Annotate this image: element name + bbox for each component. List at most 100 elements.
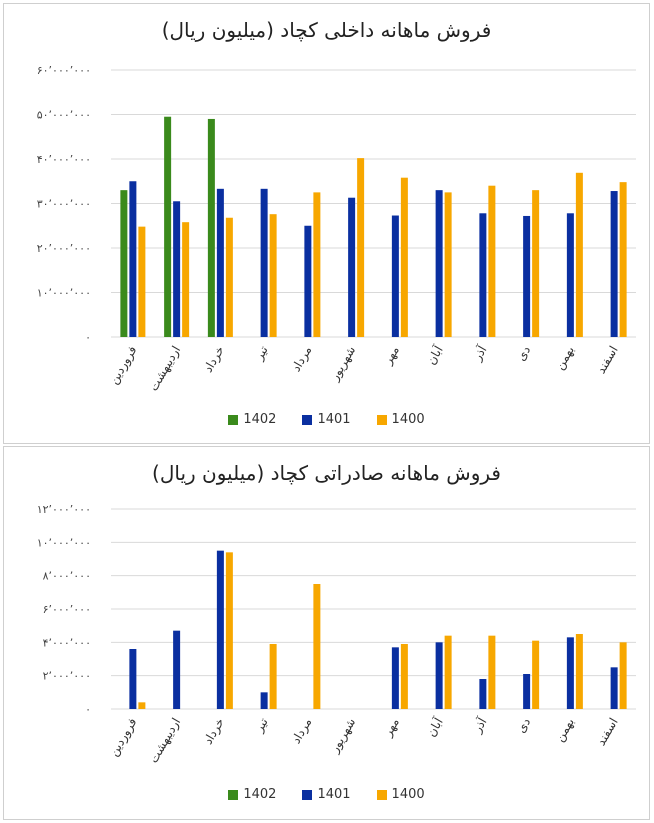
domestic-sales-chart-panel: فروش ماهانه داخلی کچاد (میلیون ریال) ۰ ۱۰…: [3, 3, 650, 444]
x-category-label: اسفند: [594, 716, 621, 748]
bar-1401: [523, 215, 531, 337]
x-category-label: مرداد: [289, 344, 316, 375]
y-tick-label: ۴٬۰۰۰٬۰۰۰: [43, 636, 91, 649]
legend-label: 1401: [317, 787, 351, 802]
bar-1401: [435, 190, 443, 337]
x-category-label: مهر: [380, 716, 403, 740]
chart-title: فروش ماهانه داخلی کچاد (میلیون ریال): [161, 18, 492, 42]
legend-swatch-1401: [302, 414, 313, 425]
x-category-label: اردیبهشت: [146, 344, 184, 394]
y-tick-label: ۰: [85, 331, 91, 344]
x-category-label: بهمن: [552, 716, 577, 745]
bar-1401: [435, 642, 443, 709]
x-category-label: مهر: [380, 344, 403, 368]
legend-item-1402: 1402: [228, 787, 276, 802]
bar-1401: [479, 679, 487, 709]
legend-swatch-1401: [302, 789, 313, 800]
x-category-label: خرداد: [201, 344, 228, 376]
legend-item-1400: 1400: [376, 787, 425, 802]
legend-label: 1400: [391, 412, 425, 427]
chart-title: فروش ماهانه صادراتی کچاد (میلیون ریال): [152, 461, 501, 485]
bar-1400: [225, 552, 233, 709]
legend-swatch-1400: [376, 414, 387, 425]
legend-item-1401: 1401: [302, 787, 351, 802]
bar-1400: [357, 158, 365, 337]
export-sales-chart: ۰ ۲٬۰۰۰٬۰۰۰ ۴٬۰۰۰٬۰۰۰ ۶٬۰۰۰٬۰۰۰ ۸٬۰۰۰٬۰۰۰ ۱۰٬…: [37, 503, 636, 766]
chart-legend: 1402 1401 1400: [4, 787, 649, 802]
bar-1400: [138, 702, 146, 709]
legend-label: 1402: [243, 412, 277, 427]
bar-1400: [619, 182, 627, 337]
bar-1401: [129, 181, 137, 337]
bar-1401: [479, 213, 487, 337]
x-category-label: آبان: [423, 714, 446, 739]
bar-1400: [532, 190, 540, 337]
legend-label: 1400: [391, 787, 425, 802]
bar-1401: [348, 197, 356, 337]
x-category-label: آذر: [469, 714, 491, 736]
x-category-label: فروردین: [106, 344, 140, 388]
bar-1400: [182, 222, 190, 337]
bar-1402: [164, 116, 172, 337]
y-tick-label: ۰: [85, 703, 91, 716]
bar-1401: [566, 213, 574, 337]
bar-1401: [260, 188, 268, 337]
bar-1401: [523, 674, 531, 709]
y-tick-label: ۱۲٬۰۰۰٬۰۰۰: [37, 503, 91, 516]
bar-1401: [260, 692, 268, 709]
bar-1400: [138, 226, 146, 337]
legend-swatch-1402: [228, 414, 239, 425]
export-sales-chart-panel: فروش ماهانه صادراتی کچاد (میلیون ریال) ۰…: [3, 446, 650, 820]
bar-1400: [400, 177, 408, 337]
bar-1401: [216, 188, 224, 337]
y-tick-label: ۳۰٬۰۰۰٬۰۰۰: [37, 198, 91, 211]
bar-1400: [444, 192, 452, 337]
legend-swatch-1400: [376, 789, 387, 800]
bar-1402: [207, 118, 215, 337]
x-category-label: اسفند: [594, 344, 621, 376]
bar-1400: [488, 635, 496, 709]
x-category-label: فروردین: [106, 716, 140, 760]
x-category-label: مرداد: [289, 716, 316, 747]
x-category-label: آذر: [469, 342, 491, 364]
y-tick-label: ۲٬۰۰۰٬۰۰۰: [43, 670, 91, 683]
bar-1400: [313, 584, 321, 709]
bar-1400: [400, 644, 408, 709]
bar-1401: [610, 667, 618, 709]
bar-1401: [173, 201, 181, 337]
bar-1401: [566, 637, 574, 709]
bar-1400: [575, 172, 583, 337]
domestic-sales-chart: ۰ ۱۰٬۰۰۰٬۰۰۰ ۲۰٬۰۰۰٬۰۰۰ ۳۰٬۰۰۰٬۰۰۰ ۴۰٬۰۰۰٬۰۰…: [37, 64, 636, 394]
bar-1401: [173, 630, 181, 709]
x-category-label: اردیبهشت: [146, 716, 184, 766]
x-category-label: شهریور: [327, 344, 359, 385]
y-tick-label: ۶۰٬۰۰۰٬۰۰۰: [37, 64, 91, 77]
bar-1400: [488, 185, 496, 337]
x-category-label: شهریور: [327, 716, 359, 757]
x-category-label: دی: [514, 344, 533, 364]
bar-1401: [216, 550, 224, 709]
y-tick-label: ۱۰٬۰۰۰٬۰۰۰: [37, 287, 91, 300]
bar-1400: [532, 640, 540, 709]
y-tick-label: ۱۰٬۰۰۰٬۰۰۰: [37, 536, 91, 549]
x-category-label: دی: [514, 716, 533, 736]
x-category-label: آبان: [423, 342, 446, 367]
bar-1400: [444, 635, 452, 709]
bar-1400: [269, 644, 277, 709]
y-tick-label: ۶٬۰۰۰٬۰۰۰: [43, 603, 91, 616]
bar-1401: [391, 215, 399, 337]
bar-1400: [619, 642, 627, 709]
y-tick-label: ۴۰٬۰۰۰٬۰۰۰: [37, 153, 91, 166]
y-tick-label: ۵۰٬۰۰۰٬۰۰۰: [37, 109, 91, 122]
y-tick-label: ۸٬۰۰۰٬۰۰۰: [43, 570, 91, 583]
legend-item-1400: 1400: [376, 412, 425, 427]
bar-1401: [391, 647, 399, 709]
x-category-label: تیر: [251, 344, 271, 364]
bar-1401: [610, 191, 618, 337]
bar-1400: [575, 634, 583, 709]
legend-item-1401: 1401: [302, 412, 351, 427]
bar-1402: [120, 190, 128, 337]
legend-item-1402: 1402: [228, 412, 276, 427]
y-tick-label: ۲۰٬۰۰۰٬۰۰۰: [37, 242, 91, 255]
bar-1401: [304, 225, 312, 337]
